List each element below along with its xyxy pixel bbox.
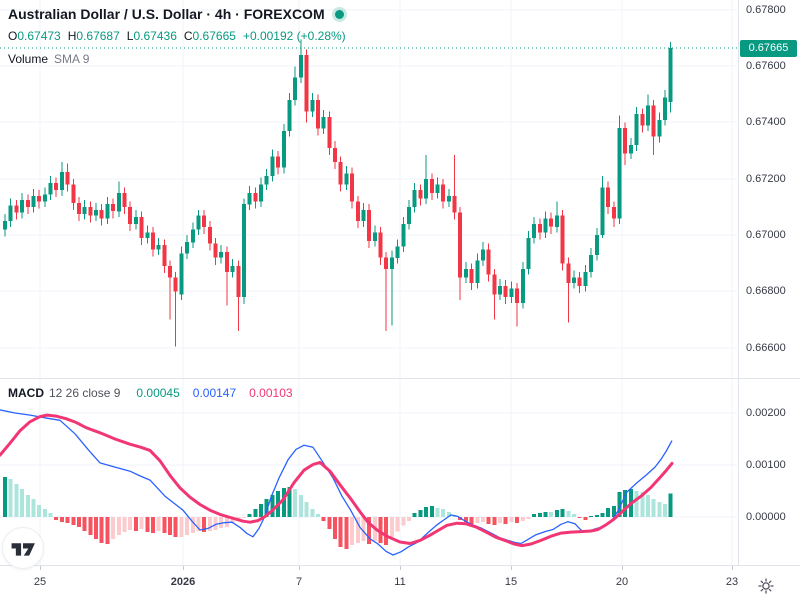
time-axis-label: 15	[504, 576, 518, 588]
time-axis-label: 25	[33, 576, 47, 588]
axis-price-label: 0.66600	[746, 342, 786, 354]
time-axis-label: 2026	[170, 576, 196, 588]
macd-hist-value: 0.00045	[136, 386, 180, 400]
time-axis-label: 11	[394, 576, 406, 588]
price-axis[interactable]: 0.67800 0.67600 0.67400 0.67200 0.67000 0.668…	[738, 0, 800, 565]
axis-price-label: 0.67200	[746, 173, 786, 185]
volume-legend[interactable]: Volume SMA 9	[8, 52, 89, 66]
time-tick-mark	[299, 566, 300, 570]
ohlc-open: O0.67473	[8, 29, 61, 43]
time-tick-mark	[400, 566, 401, 570]
time-axis[interactable]: 25 2026 7 11 15 20 23	[0, 565, 800, 600]
time-tick-mark	[40, 566, 41, 570]
time-tick-mark	[622, 566, 623, 570]
axis-price-label: 0.00100	[746, 459, 786, 471]
tradingview-logo[interactable]	[2, 527, 44, 569]
last-price-label: 0.67665	[740, 39, 797, 57]
pane-separator[interactable]	[0, 378, 800, 379]
tradingview-logo-icon	[11, 543, 35, 556]
macd-title: MACD	[8, 386, 44, 400]
price-change: +0.00192 (+0.28%)	[242, 29, 346, 43]
axis-price-label: 0.67600	[746, 60, 786, 72]
ohlc-legend: O0.67473 H0.67687 L0.67436 C0.67665 +0.0…	[8, 29, 346, 43]
time-tick-mark	[732, 566, 733, 570]
axis-price-label: 0.00200	[746, 407, 786, 419]
axis-price-label: 0.67000	[746, 229, 786, 241]
macd-params: 12 26 close 9	[49, 386, 121, 400]
macd-legend[interactable]: MACD 12 26 close 9 0.00045 0.00147 0.001…	[8, 386, 293, 400]
ohlc-low: L0.67436	[126, 29, 177, 43]
ohlc-high: H0.67687	[67, 29, 120, 43]
realtime-status-icon	[334, 9, 344, 19]
axis-price-label: 0.66800	[746, 285, 786, 297]
time-axis-label: 23	[725, 576, 739, 588]
macd-signal-value: 0.00103	[249, 386, 293, 400]
macd-line-value: 0.00147	[192, 386, 237, 400]
volume-label: Volume	[8, 52, 49, 66]
time-tick-mark	[511, 566, 512, 570]
symbol-legend[interactable]: Australian Dollar / U.S. Dollar · 4h · F…	[8, 6, 344, 22]
axis-price-label: 0.00000	[746, 511, 786, 523]
time-tick-mark	[183, 566, 184, 570]
axis-price-label: 0.67400	[746, 116, 786, 128]
volume-sma-label: SMA 9	[54, 52, 90, 66]
settings-gear-icon[interactable]	[757, 577, 775, 595]
time-axis-label: 7	[295, 576, 303, 588]
axis-price-label: 0.67800	[746, 4, 786, 16]
time-axis-label: 20	[615, 576, 629, 588]
symbol-title: Australian Dollar / U.S. Dollar · 4h · F…	[8, 6, 325, 22]
ohlc-close: C0.67665	[183, 29, 236, 43]
